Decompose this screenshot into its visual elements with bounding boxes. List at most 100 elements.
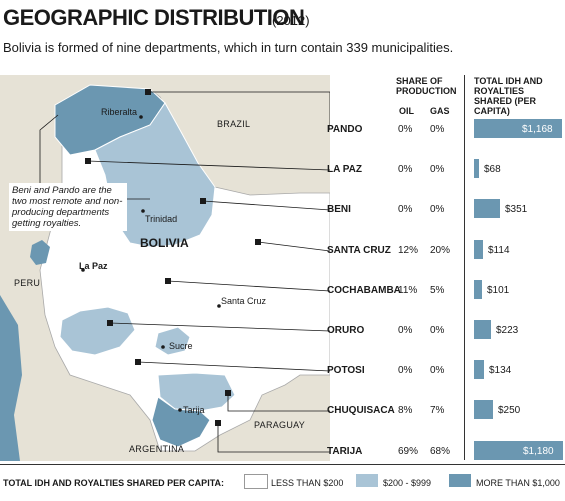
leader-line <box>227 393 330 412</box>
row-oil-share: 8% <box>398 405 413 416</box>
row-oil-share: 12% <box>398 245 419 256</box>
leader-lines <box>39 91 330 453</box>
city-dot <box>81 268 85 272</box>
city-dot <box>141 209 145 213</box>
legend-swatch-mid <box>356 474 378 487</box>
row-name: BENI <box>327 204 351 215</box>
tarija-region <box>151 396 211 448</box>
department-marker <box>135 359 141 365</box>
row-name: SANTA CRUZ <box>327 245 391 256</box>
department-marker <box>85 158 91 164</box>
label-sucre: Sucre <box>169 341 193 351</box>
row-oil-share: 0% <box>398 164 413 175</box>
label-riberalta: Riberalta <box>101 107 138 117</box>
bar-value-label: $1,180 <box>523 446 554 457</box>
row-gas-share: 7% <box>430 405 445 416</box>
la-paz-region <box>30 240 50 265</box>
leader-line <box>109 322 330 332</box>
label-paraguay: PARAGUAY <box>254 420 306 430</box>
bar-value-label: $223 <box>496 325 519 336</box>
leader-line <box>202 200 330 211</box>
label-santa-cruz: Santa Cruz <box>221 296 267 306</box>
department-marker <box>107 320 113 326</box>
leader-line <box>87 160 330 171</box>
chart-year: (2012) <box>272 13 310 28</box>
bar <box>474 360 484 379</box>
ocean-shape <box>0 295 22 461</box>
row-name: ORURO <box>327 325 365 336</box>
row-gas-share: 5% <box>430 285 445 296</box>
row-name: PANDO <box>327 124 363 135</box>
label-trinidad: Trinidad <box>145 214 178 224</box>
row-oil-share: 0% <box>398 365 413 376</box>
department-marker <box>225 390 231 396</box>
bar-value-label: $68 <box>484 164 501 175</box>
chart-subtitle: Bolivia is formed of nine departments, w… <box>3 40 454 55</box>
row-gas-share: 68% <box>430 446 451 457</box>
department-marker <box>200 198 206 204</box>
department-marker <box>145 89 151 95</box>
oruro-region <box>59 306 136 356</box>
bar-value-label: $1,168 <box>522 124 553 135</box>
legend-swatch-high <box>449 474 471 487</box>
header-share: SHARE OF PRODUCTION <box>396 76 457 96</box>
row-gas-share: 0% <box>430 164 445 175</box>
header-gas: GAS <box>430 106 450 116</box>
bar-value-label: $101 <box>487 285 510 296</box>
leader-line <box>167 280 330 292</box>
row-oil-share: 0% <box>398 204 413 215</box>
city-dot <box>139 115 143 119</box>
bar <box>474 441 563 460</box>
label-peru: PERU <box>14 278 41 288</box>
department-marker <box>165 278 171 284</box>
bar <box>474 119 562 138</box>
city-dot <box>161 345 165 349</box>
annotation-leader <box>39 114 59 183</box>
row-gas-share: 0% <box>430 365 445 376</box>
label-brazil: BRAZIL <box>217 119 251 129</box>
bar <box>474 199 500 218</box>
label-la-paz: La Paz <box>79 261 108 271</box>
legend-title: TOTAL IDH AND ROYALTIES SHARED PER CAPIT… <box>3 478 225 488</box>
row-name: LA PAZ <box>327 164 362 175</box>
row-oil-share: 69% <box>398 446 419 457</box>
row-name: COCHABAMBA <box>327 285 401 296</box>
row-name: CHUQUISACA <box>327 405 395 416</box>
label-tarija: Tarija <box>183 405 205 415</box>
map-svg <box>0 75 330 461</box>
legend-label-high: MORE THAN $1,000 <box>476 478 560 488</box>
city-dots <box>81 115 221 412</box>
annotation-text: Beni and Pando are the two most remote a… <box>9 183 127 231</box>
bar-value-label: $114 <box>488 245 510 256</box>
row-oil-share: 0% <box>398 124 413 135</box>
leader-line <box>148 91 330 130</box>
row-oil-share: 11% <box>398 285 418 296</box>
row-gas-share: 0% <box>430 204 445 215</box>
column-divider <box>464 75 465 460</box>
bar-value-label: $134 <box>489 365 512 376</box>
leader-line <box>217 423 330 453</box>
department-marker <box>215 420 221 426</box>
leader-line <box>257 241 330 252</box>
label-argentina: ARGENTINA <box>129 444 185 454</box>
row-oil-share: 0% <box>398 325 413 336</box>
city-dot <box>217 304 221 308</box>
legend-label-low: LESS THAN $200 <box>271 478 344 488</box>
department-marker <box>255 239 261 245</box>
row-gas-share: 0% <box>430 325 445 336</box>
bolivia-map <box>0 75 330 461</box>
bar <box>474 280 482 299</box>
legend-swatch-low <box>244 474 268 489</box>
row-gas-share: 0% <box>430 124 445 135</box>
row-name: TARIJA <box>327 446 363 457</box>
row-gas-share: 20% <box>430 245 451 256</box>
legend-label-mid: $200 - $999 <box>383 478 432 488</box>
legend-divider <box>0 464 565 465</box>
bar-value-label: $351 <box>505 204 528 215</box>
bar <box>474 159 479 178</box>
chart-title: GEOGRAPHIC DISTRIBUTION <box>3 5 305 30</box>
header-total: TOTAL IDH AND ROYALTIES SHARED (PER CAPI… <box>474 76 543 116</box>
chuquisaca-region <box>157 372 236 412</box>
label-bolivia: BOLIVIA <box>140 236 189 250</box>
bar <box>474 240 483 259</box>
